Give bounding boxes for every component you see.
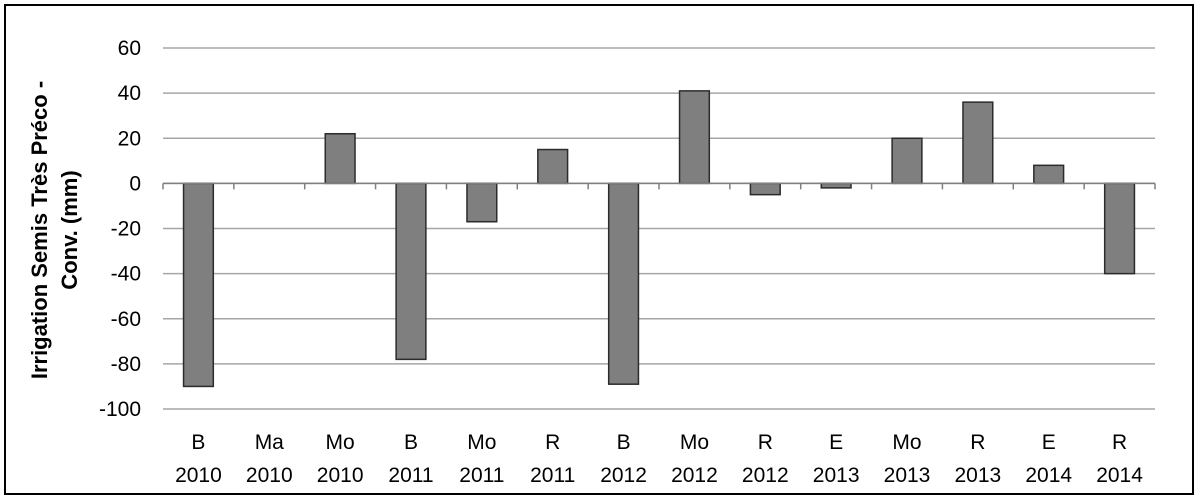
x-axis-ticks: B 2010 Ma 2010 Mo 2010 B 2011 Mo 2011 R 2011 B 2012 Mo… (175, 431, 1143, 487)
x-tick-label-year: 2014 (1096, 464, 1143, 487)
bar (537, 148, 569, 185)
x-tick-label-year: 2013 (813, 464, 860, 487)
x-tick-label-year: 2012 (671, 464, 718, 487)
bar (182, 182, 215, 388)
y-axis-title-line-2: Conv. (mm) (57, 170, 82, 289)
x-tick-label-group: R (970, 431, 985, 454)
x-tick-label-year: 2012 (600, 464, 647, 487)
y-axis-ticks: 60 40 20 0 -20 -40 -60 -80 -100 (99, 37, 141, 421)
x-tick-label-group: B (617, 431, 631, 454)
bar (962, 101, 994, 185)
x-tick-label-group: R (545, 431, 560, 454)
y-tick-label: -80 (111, 353, 141, 376)
bar (678, 90, 711, 185)
bar (466, 182, 498, 223)
x-tick-label-year: 2011 (388, 464, 433, 487)
y-tick-label: 60 (118, 37, 141, 60)
bar (749, 182, 781, 196)
bar (395, 182, 427, 361)
y-tick-label: 20 (118, 127, 141, 150)
bar (607, 182, 640, 385)
y-tick-label: -100 (99, 398, 141, 421)
x-tick-label-year: 2013 (884, 464, 931, 487)
x-tick-label-year: 2010 (317, 464, 364, 487)
x-tick-label-year: 2014 (1025, 464, 1072, 487)
x-tick-label-group: B (191, 431, 205, 454)
y-tick-label: 40 (118, 82, 141, 105)
x-tick-label-year: 2010 (246, 464, 293, 487)
y-tick-label: 0 (129, 172, 141, 195)
x-tick-label-group: E (1042, 431, 1056, 454)
x-tick-label-year: 2011 (530, 464, 575, 487)
x-tick-label-group: Ma (255, 431, 284, 454)
bar (1033, 164, 1065, 185)
y-tick-label: -40 (111, 263, 141, 286)
x-tick-label-group: B (404, 431, 418, 454)
x-tick-label-year: 2010 (175, 464, 222, 487)
x-tick-label-group: R (1112, 431, 1127, 454)
x-tick-label-group: Mo (680, 431, 709, 454)
bar (1103, 182, 1136, 275)
x-tick-label-group: Mo (892, 431, 921, 454)
y-axis-title-line-1: Irrigation Semis Très Préco - (27, 81, 52, 379)
x-tick-label-year: 2011 (459, 464, 504, 487)
x-tick-label-group: Mo (467, 431, 496, 454)
grid-lines (163, 47, 1155, 410)
bar (891, 137, 923, 185)
x-tick-label-group: R (758, 431, 773, 454)
y-tick-label: -60 (111, 308, 141, 331)
bar (324, 132, 356, 185)
y-tick-label: -20 (111, 218, 141, 241)
x-tick-label-year: 2012 (742, 464, 789, 487)
x-tick-label-year: 2013 (954, 464, 1001, 487)
x-tick-label-group: E (829, 431, 843, 454)
x-axis (162, 182, 1156, 190)
bars (182, 90, 1136, 388)
x-tick-label-group: Mo (326, 431, 355, 454)
